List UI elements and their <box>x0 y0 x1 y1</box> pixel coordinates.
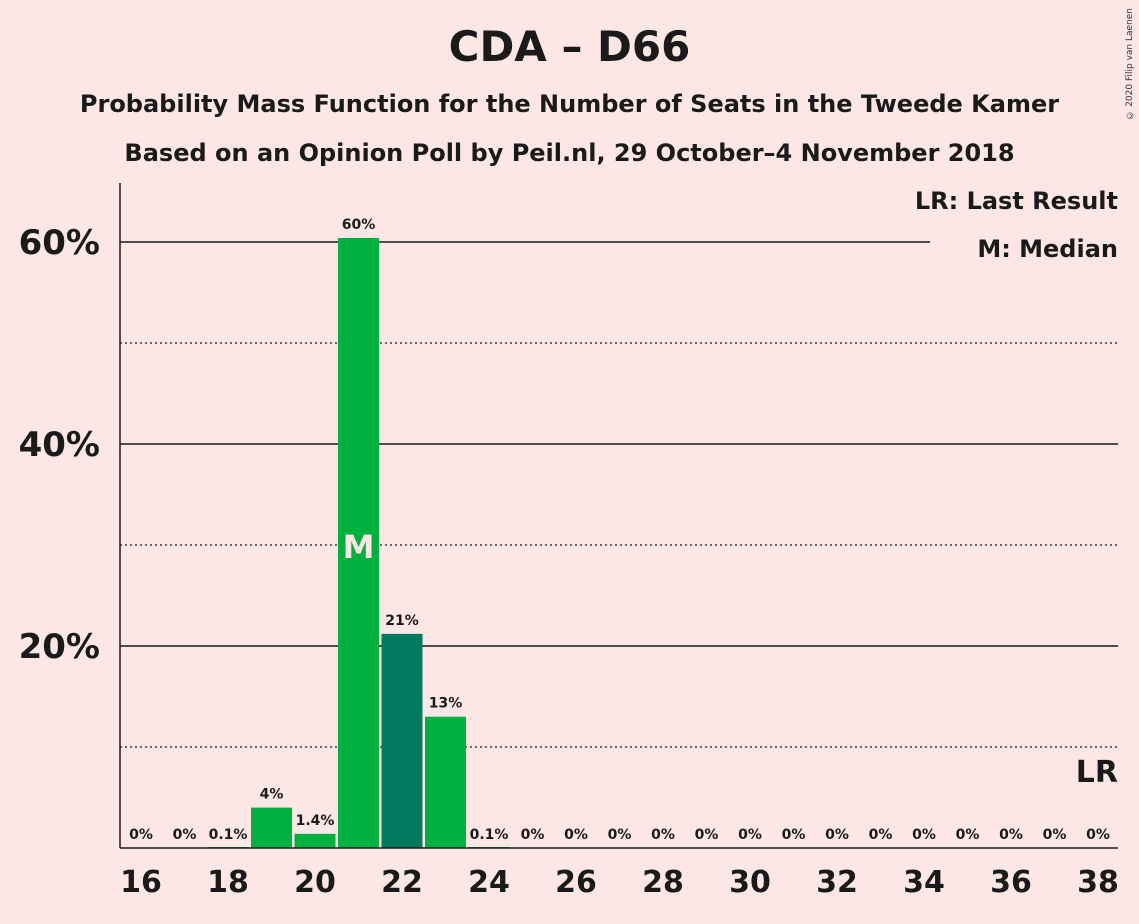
bar-label-30: 0% <box>738 827 762 843</box>
bar-seats-20 <box>294 833 336 848</box>
x-tick-label: 30 <box>729 865 771 900</box>
bar-label-38: 0% <box>1086 827 1110 843</box>
x-tick-label: 18 <box>207 865 249 900</box>
median-marker: M <box>343 528 375 566</box>
x-tick-label: 24 <box>468 865 510 900</box>
bar-label-34: 0% <box>912 827 936 843</box>
bar-label-17: 0% <box>173 827 197 843</box>
bar-label-20: 1.4% <box>296 813 335 829</box>
bar-seats-23 <box>425 716 466 848</box>
x-tick-label: 22 <box>381 865 423 900</box>
bar-label-23: 13% <box>429 696 463 712</box>
bar-label-21: 60% <box>342 217 376 233</box>
x-tick-label: 36 <box>990 865 1032 900</box>
bar-label-33: 0% <box>869 827 893 843</box>
x-tick-label: 20 <box>294 865 336 900</box>
legend-entry: LR: Last Result <box>915 187 1118 215</box>
last-result-marker: LR <box>1076 755 1118 790</box>
bar-label-31: 0% <box>782 827 806 843</box>
x-tick-label: 32 <box>816 865 858 900</box>
chart-subtitle: Probability Mass Function for the Number… <box>79 90 1060 118</box>
bar-label-27: 0% <box>608 827 632 843</box>
bar-label-24: 0.1% <box>470 827 509 843</box>
chart-title: CDA – D66 <box>448 22 691 71</box>
legend-background <box>930 230 1120 266</box>
bar-label-35: 0% <box>956 827 980 843</box>
x-tick-label: 16 <box>120 865 162 900</box>
chart-source: Based on an Opinion Poll by Peil.nl, 29 … <box>124 139 1015 167</box>
bar-label-25: 0% <box>521 827 545 843</box>
bar-label-32: 0% <box>825 827 849 843</box>
x-tick-label: 38 <box>1077 865 1119 900</box>
bar-label-36: 0% <box>999 827 1023 843</box>
x-tick-label: 28 <box>642 865 684 900</box>
bar-label-19: 4% <box>260 787 284 803</box>
bar-label-29: 0% <box>695 827 719 843</box>
y-tick-label: 40% <box>19 425 100 465</box>
bar-seats-21 <box>338 237 379 848</box>
bar-label-22: 21% <box>385 613 419 629</box>
legend-background <box>930 184 1120 220</box>
bar-label-16: 0% <box>129 827 153 843</box>
x-tick-label: 26 <box>555 865 597 900</box>
legend-entry: M: Median <box>977 235 1118 263</box>
bar-seats-22 <box>381 633 423 848</box>
bar-seats-19 <box>251 807 292 848</box>
x-tick-label: 34 <box>903 865 945 900</box>
bar-label-26: 0% <box>564 827 588 843</box>
bar-label-18: 0.1% <box>209 827 248 843</box>
y-tick-label: 60% <box>19 223 100 263</box>
bar-label-28: 0% <box>651 827 675 843</box>
bar-label-37: 0% <box>1043 827 1067 843</box>
y-tick-label: 20% <box>19 627 100 667</box>
